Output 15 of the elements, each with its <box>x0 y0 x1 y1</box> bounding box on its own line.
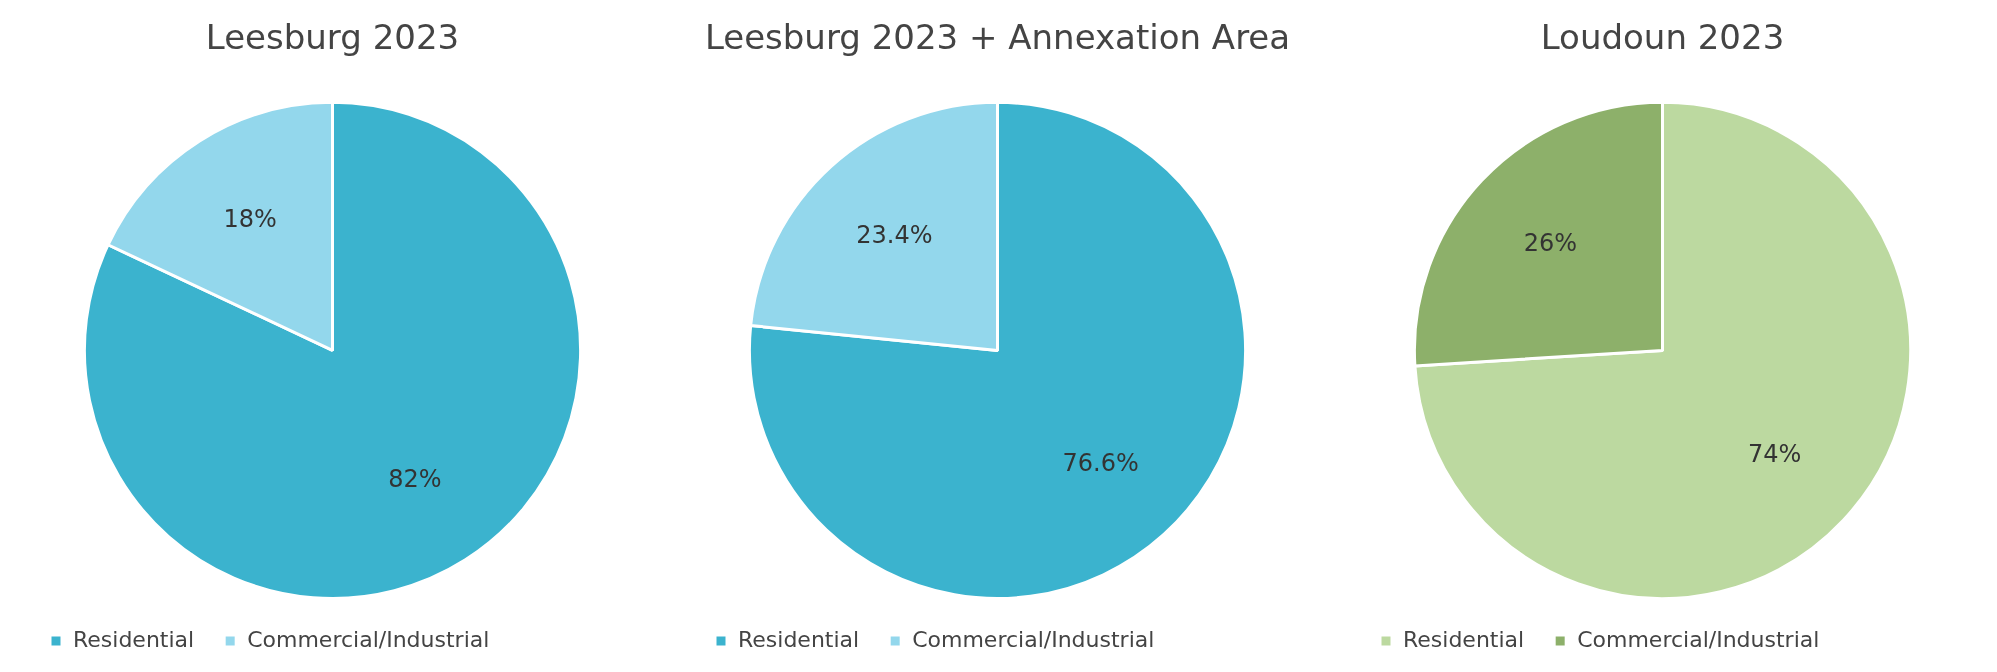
legend-label: Residential <box>1403 626 1525 652</box>
legend-label: Commercial/Industrial <box>247 626 490 652</box>
legend-label: Residential <box>73 626 195 652</box>
data-label: 76.6% <box>1062 448 1139 477</box>
data-label: 18% <box>223 204 277 233</box>
data-label: 82% <box>388 464 442 493</box>
chart-title: Leesburg 2023 <box>205 17 460 58</box>
chart-title: Loudoun 2023 <box>1540 17 1785 58</box>
legend-label: Commercial/Industrial <box>912 626 1155 652</box>
data-label: 74% <box>1747 439 1802 468</box>
legend-label: Residential <box>738 626 860 652</box>
data-label: 26% <box>1523 229 1578 258</box>
data-label: 23.4% <box>856 220 933 249</box>
legend-label: Commercial/Industrial <box>1577 626 1820 652</box>
chart-title: Leesburg 2023 + Annexation Area <box>704 17 1291 58</box>
